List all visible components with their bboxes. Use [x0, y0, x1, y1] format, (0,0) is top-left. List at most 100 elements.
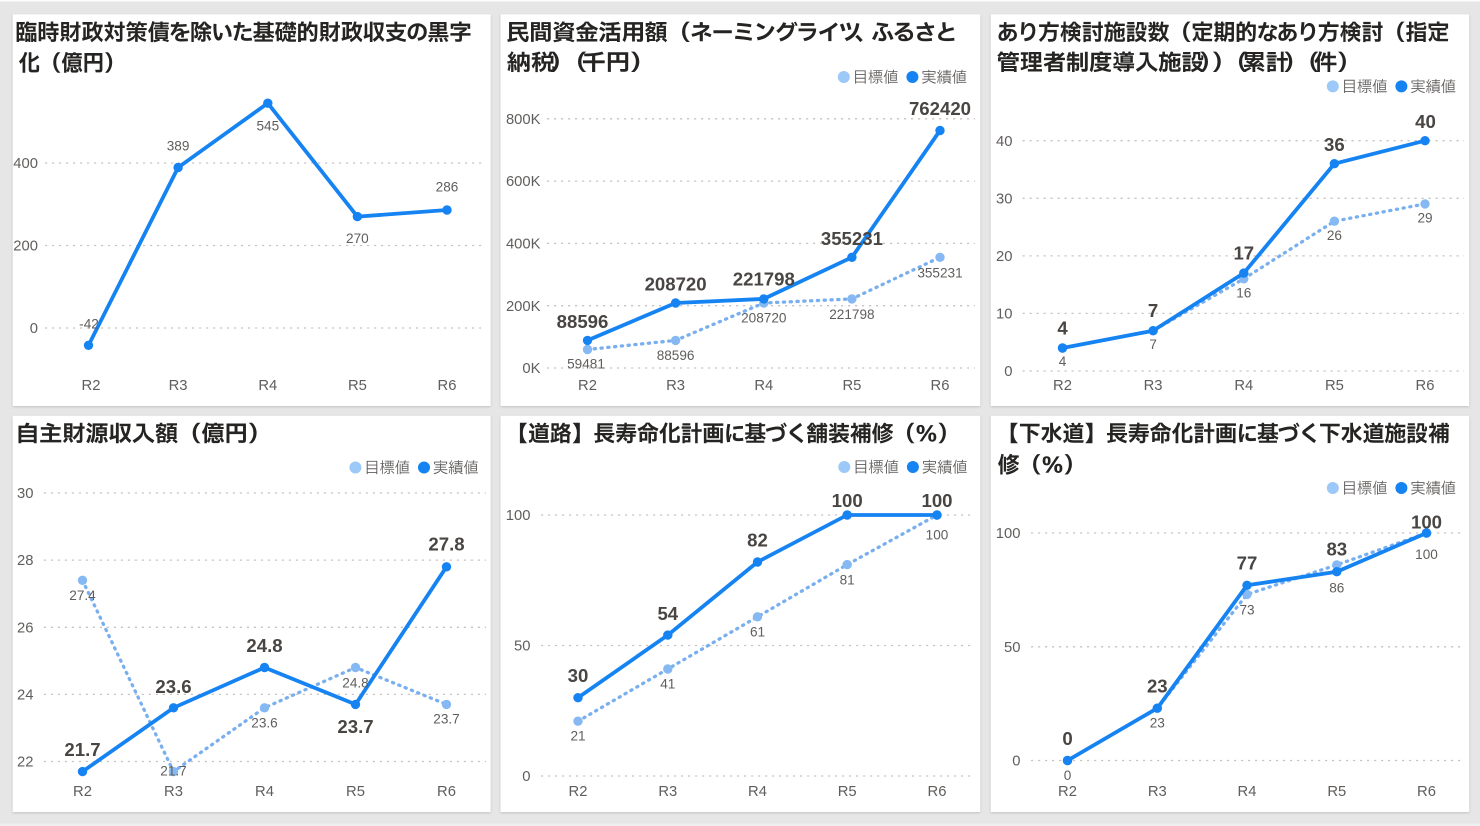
svg-text:R2: R2: [73, 784, 92, 800]
svg-text:50: 50: [514, 639, 530, 655]
svg-text:389: 389: [167, 139, 190, 154]
svg-text:R6: R6: [438, 378, 457, 394]
svg-text:28: 28: [17, 553, 33, 569]
svg-text:R3: R3: [164, 784, 183, 800]
svg-text:23: 23: [1150, 716, 1165, 731]
svg-text:77: 77: [1237, 552, 1258, 573]
svg-text:R3: R3: [658, 784, 677, 800]
svg-text:221798: 221798: [829, 307, 874, 322]
svg-text:30: 30: [17, 486, 33, 502]
svg-text:29: 29: [1417, 211, 1432, 226]
svg-text:208720: 208720: [741, 311, 787, 326]
svg-text:R5: R5: [1327, 784, 1346, 800]
svg-text:R4: R4: [258, 378, 277, 394]
svg-text:R4: R4: [255, 784, 274, 800]
svg-text:R5: R5: [346, 784, 365, 800]
svg-text:81: 81: [840, 573, 855, 588]
svg-text:61: 61: [750, 625, 765, 640]
svg-text:82: 82: [747, 529, 768, 550]
svg-text:R6: R6: [1417, 784, 1436, 800]
svg-text:86: 86: [1329, 581, 1344, 596]
svg-text:R2: R2: [1053, 378, 1072, 394]
svg-text:221798: 221798: [733, 268, 795, 289]
svg-text:16: 16: [1236, 286, 1251, 301]
svg-text:27.4: 27.4: [69, 588, 96, 603]
svg-text:R5: R5: [1325, 378, 1344, 394]
svg-text:23.7: 23.7: [337, 716, 373, 737]
svg-text:54: 54: [657, 603, 678, 624]
svg-text:0K: 0K: [522, 361, 540, 377]
svg-text:26: 26: [1327, 228, 1342, 243]
svg-text:40: 40: [1415, 111, 1436, 132]
svg-text:0: 0: [522, 769, 530, 785]
svg-text:R4: R4: [754, 378, 773, 394]
svg-text:270: 270: [346, 231, 369, 246]
svg-text:23.6: 23.6: [155, 676, 191, 697]
svg-text:R5: R5: [842, 378, 861, 394]
svg-text:88596: 88596: [557, 311, 609, 332]
svg-text:R6: R6: [928, 784, 947, 800]
svg-text:0: 0: [1012, 754, 1020, 770]
svg-text:7: 7: [1149, 337, 1157, 352]
svg-text:24: 24: [17, 688, 33, 704]
svg-text:0: 0: [30, 321, 38, 337]
svg-text:R4: R4: [1238, 784, 1257, 800]
svg-text:100: 100: [926, 528, 949, 543]
svg-text:R2: R2: [82, 378, 101, 394]
svg-text:21.7: 21.7: [64, 739, 100, 760]
svg-text:355231: 355231: [821, 228, 883, 249]
svg-text:41: 41: [660, 677, 675, 692]
svg-text:355231: 355231: [917, 266, 962, 281]
svg-text:R2: R2: [578, 378, 597, 394]
svg-text:R6: R6: [437, 784, 456, 800]
svg-text:59481: 59481: [567, 357, 605, 372]
svg-text:545: 545: [256, 119, 279, 134]
svg-text:R5: R5: [838, 784, 857, 800]
svg-text:24.8: 24.8: [246, 635, 282, 656]
svg-text:0: 0: [1062, 728, 1072, 749]
svg-text:7: 7: [1148, 300, 1158, 321]
svg-text:R4: R4: [748, 784, 767, 800]
svg-text:R3: R3: [666, 378, 685, 394]
svg-text:R3: R3: [169, 378, 188, 394]
svg-text:200: 200: [13, 239, 38, 255]
svg-text:600K: 600K: [506, 174, 541, 190]
svg-text:23.6: 23.6: [251, 716, 277, 731]
svg-text:R5: R5: [348, 378, 367, 394]
svg-text:17: 17: [1233, 242, 1254, 263]
svg-text:100: 100: [921, 490, 952, 511]
svg-text:50: 50: [1004, 640, 1020, 656]
svg-text:100: 100: [1411, 511, 1442, 532]
svg-text:23.7: 23.7: [433, 712, 459, 727]
svg-text:83: 83: [1326, 538, 1347, 559]
svg-text:22: 22: [17, 755, 33, 771]
svg-text:73: 73: [1239, 603, 1254, 618]
svg-text:R6: R6: [1416, 378, 1435, 394]
svg-text:100: 100: [1415, 547, 1438, 562]
svg-text:88596: 88596: [657, 348, 695, 363]
svg-text:0: 0: [1004, 364, 1012, 380]
svg-text:R2: R2: [1058, 784, 1077, 800]
svg-text:200K: 200K: [506, 299, 541, 315]
svg-text:100: 100: [832, 490, 863, 511]
svg-text:20: 20: [996, 249, 1012, 265]
svg-text:R4: R4: [1234, 378, 1253, 394]
svg-text:30: 30: [996, 191, 1012, 207]
svg-text:100: 100: [996, 526, 1021, 542]
svg-text:400K: 400K: [506, 237, 541, 253]
svg-text:R6: R6: [931, 378, 950, 394]
svg-text:23: 23: [1147, 675, 1168, 696]
svg-text:26: 26: [17, 620, 33, 636]
svg-text:4: 4: [1057, 317, 1068, 338]
svg-text:800K: 800K: [506, 112, 541, 128]
svg-text:R3: R3: [1148, 784, 1167, 800]
svg-text:24.8: 24.8: [342, 676, 368, 691]
svg-text:400: 400: [13, 156, 38, 172]
svg-text:762420: 762420: [909, 98, 971, 119]
svg-text:208720: 208720: [645, 273, 707, 294]
svg-text:27.8: 27.8: [428, 533, 464, 554]
svg-text:36: 36: [1324, 134, 1345, 155]
svg-text:10: 10: [996, 307, 1012, 323]
svg-text:R2: R2: [569, 784, 588, 800]
svg-text:4: 4: [1059, 354, 1067, 369]
